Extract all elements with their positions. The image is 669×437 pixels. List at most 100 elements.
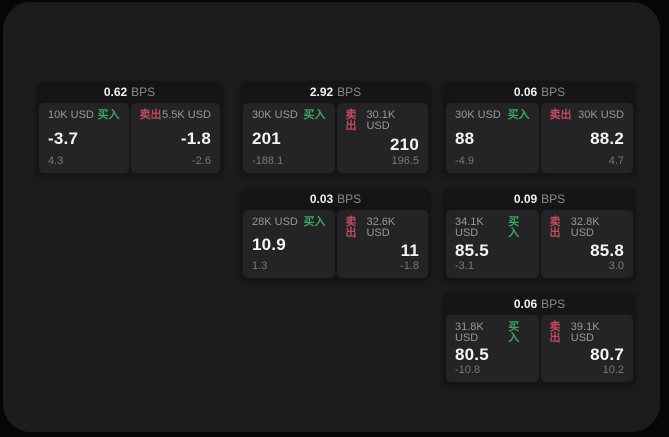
sell-tile-toprow: 卖出 30K USD	[550, 110, 625, 121]
bps-unit-label: BPS	[541, 85, 566, 99]
sell-price: -1.8	[180, 129, 211, 148]
buy-tile-toprow: 30K USD 买入	[252, 110, 326, 121]
sell-price: 80.7	[590, 345, 624, 364]
card-header: 0.06 BPS	[446, 81, 633, 103]
card-body: 30K USD 买入 201 -188.1 卖出 30.1K USD 210 1…	[243, 103, 428, 173]
quote-card: 0.62 BPS 10K USD 买入 -3.7 4.3 卖出 5.5K USD…	[36, 81, 223, 176]
sell-change: 3.0	[608, 260, 624, 272]
sell-side-label: 卖出	[549, 109, 572, 121]
sell-side-label: 卖出	[139, 109, 162, 121]
buy-change: 4.3	[48, 155, 64, 167]
buy-tile-toprow: 28K USD 买入	[252, 217, 326, 228]
buy-price: 85.5	[455, 240, 489, 260]
sell-change: 4.7	[608, 155, 624, 167]
buy-tile-toprow: 10K USD 买入	[48, 110, 120, 121]
buy-notional: 28K USD	[252, 216, 298, 228]
buy-notional: 30K USD	[252, 109, 298, 121]
buy-side-label: 买入	[508, 216, 520, 239]
bps-value: 0.09	[513, 192, 538, 206]
sell-tile-toprow: 卖出 32.8K USD	[550, 217, 625, 239]
sell-price: 11	[400, 240, 419, 260]
card-header: 2.92 BPS	[243, 81, 428, 103]
quote-card: 0.03 BPS 28K USD 买入 10.9 1.3 卖出 32.6K US…	[240, 188, 431, 281]
sell-change: -2.6	[192, 155, 211, 167]
sell-tile[interactable]: 卖出 30.1K USD 210 196.5	[336, 103, 428, 173]
sell-tile[interactable]: 卖出 30K USD 88.2 4.7	[540, 103, 633, 173]
quote-card: 0.09 BPS 34.1K USD 买入 85.5 -3.1 卖出 32.8K…	[443, 188, 636, 281]
buy-tile[interactable]: 10K USD 买入 -3.7 4.3	[39, 103, 129, 173]
bps-unit-label: BPS	[337, 192, 362, 206]
quote-card: 0.06 BPS 30K USD 买入 88 -4.9 卖出 30K USD 8…	[443, 81, 636, 176]
buy-price: 201	[252, 129, 281, 148]
buy-tile[interactable]: 34.1K USD 买入 85.5 -3.1	[446, 210, 539, 278]
buy-side-label: 买入	[97, 109, 120, 121]
sell-notional: 32.8K USD	[570, 216, 600, 239]
card-body: 30K USD 买入 88 -4.9 卖出 30K USD 88.2 4.7	[446, 103, 633, 173]
bps-unit-label: BPS	[337, 85, 362, 99]
sell-tile[interactable]: 卖出 5.5K USD -1.8 -2.6	[130, 103, 220, 173]
sell-tile-toprow: 卖出 39.1K USD	[550, 322, 625, 344]
buy-side-label: 买入	[507, 109, 530, 121]
buy-change: 1.3	[252, 260, 268, 272]
card-body: 34.1K USD 买入 85.5 -3.1 卖出 32.8K USD 85.8…	[446, 210, 633, 278]
sell-tile-toprow: 卖出 5.5K USD	[140, 110, 212, 121]
sell-side-label: 卖出	[345, 109, 357, 132]
buy-side-label: 买入	[303, 216, 326, 228]
card-header: 0.06 BPS	[446, 293, 633, 315]
buy-notional: 34.1K USD	[455, 216, 484, 239]
card-body: 28K USD 买入 10.9 1.3 卖出 32.6K USD 11 -1.8	[243, 210, 428, 278]
sell-side-label: 卖出	[345, 216, 357, 239]
bps-unit-label: BPS	[541, 297, 566, 311]
sell-notional: 39.1K USD	[570, 321, 600, 344]
bps-value: 0.03	[309, 192, 334, 206]
card-body: 31.8K USD 买入 80.5 -10.8 卖出 39.1K USD 80.…	[446, 315, 633, 382]
bps-value: 0.06	[513, 85, 538, 99]
buy-side-label: 买入	[508, 321, 520, 344]
sell-price: 85.8	[590, 240, 624, 260]
buy-tile-toprow: 30K USD 买入	[455, 110, 530, 121]
sell-tile-toprow: 卖出 30.1K USD	[346, 110, 420, 132]
card-body: 10K USD 买入 -3.7 4.3 卖出 5.5K USD -1.8 -2.…	[39, 103, 220, 173]
sell-price: 210	[390, 134, 419, 154]
bps-value: 0.06	[513, 297, 538, 311]
sell-tile-toprow: 卖出 32.6K USD	[346, 217, 420, 239]
buy-side-label: 买入	[303, 109, 326, 121]
sell-side-label: 卖出	[549, 216, 561, 239]
sell-price: 88.2	[590, 129, 624, 148]
buy-change: -4.9	[455, 155, 474, 167]
sell-tile[interactable]: 卖出 32.6K USD 11 -1.8	[336, 210, 428, 278]
sell-change: 10.2	[602, 364, 624, 376]
card-header: 0.09 BPS	[446, 188, 633, 210]
bps-value: 0.62	[103, 85, 128, 99]
sell-change: 196.5	[391, 155, 419, 167]
card-header: 0.62 BPS	[39, 81, 220, 103]
buy-tile-toprow: 31.8K USD 买入	[455, 322, 530, 344]
buy-tile[interactable]: 31.8K USD 买入 80.5 -10.8	[446, 315, 539, 382]
buy-notional: 30K USD	[455, 109, 501, 121]
sell-side-label: 卖出	[549, 321, 561, 344]
buy-tile[interactable]: 30K USD 买入 88 -4.9	[446, 103, 539, 173]
sell-notional: 32.6K USD	[366, 216, 396, 239]
sell-tile[interactable]: 卖出 32.8K USD 85.8 3.0	[540, 210, 633, 278]
buy-tile[interactable]: 28K USD 买入 10.9 1.3	[243, 210, 335, 278]
card-header: 0.03 BPS	[243, 188, 428, 210]
quote-card: 2.92 BPS 30K USD 买入 201 -188.1 卖出 30.1K …	[240, 81, 431, 176]
buy-price: -3.7	[48, 129, 79, 148]
sell-notional: 5.5K USD	[162, 109, 211, 121]
buy-tile-toprow: 34.1K USD 买入	[455, 217, 530, 239]
buy-price: 10.9	[252, 235, 286, 254]
sell-notional: 30.1K USD	[366, 109, 396, 132]
bps-value: 2.92	[309, 85, 334, 99]
sell-change: -1.8	[400, 260, 419, 272]
buy-price: 80.5	[455, 345, 489, 364]
bps-unit-label: BPS	[541, 192, 566, 206]
buy-tile[interactable]: 30K USD 买入 201 -188.1	[243, 103, 335, 173]
buy-change: -3.1	[455, 260, 474, 272]
app-window: 0.62 BPS 10K USD 买入 -3.7 4.3 卖出 5.5K USD…	[3, 2, 660, 432]
bps-unit-label: BPS	[131, 85, 156, 99]
sell-notional: 30K USD	[578, 109, 624, 121]
buy-change: -10.8	[455, 364, 481, 376]
buy-price: 88	[455, 129, 475, 148]
sell-tile[interactable]: 卖出 39.1K USD 80.7 10.2	[540, 315, 633, 382]
buy-notional: 10K USD	[48, 109, 94, 121]
